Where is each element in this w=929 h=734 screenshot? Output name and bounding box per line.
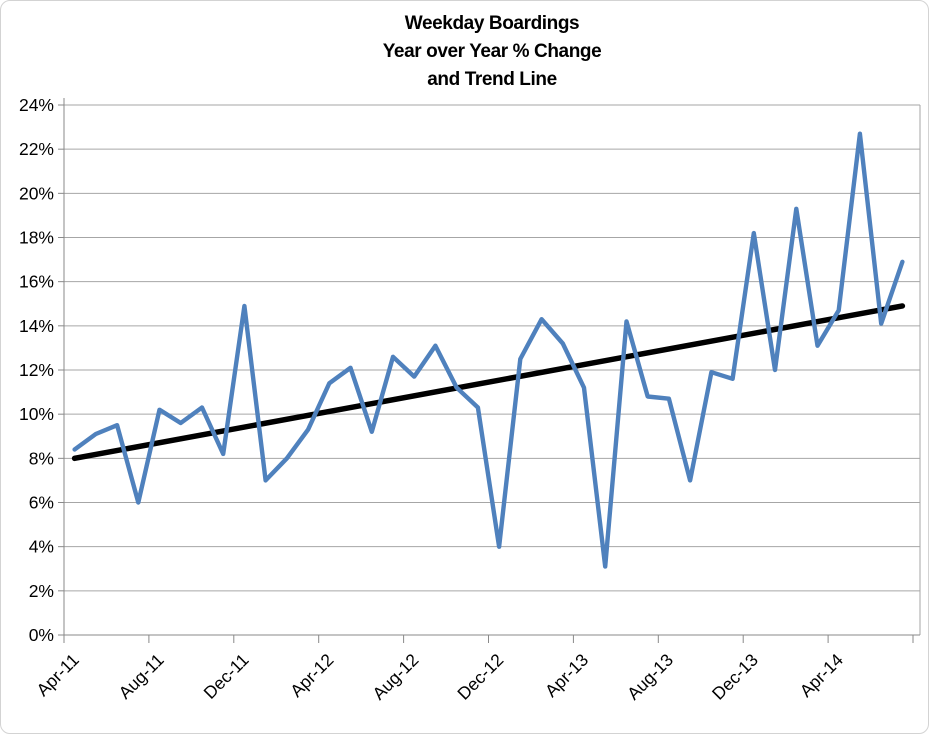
- y-axis-label: 4%: [29, 537, 54, 557]
- y-axis-label: 6%: [29, 493, 54, 513]
- x-axis-label: Aug-11: [115, 650, 168, 703]
- y-axis-label: 8%: [29, 448, 54, 468]
- x-axis-label: Apr-13: [541, 650, 592, 701]
- y-axis-label: 10%: [19, 404, 54, 424]
- x-axis-label: Dec-13: [708, 650, 762, 704]
- y-axis-label: 12%: [19, 360, 54, 380]
- x-axis-label: Aug-12: [368, 650, 422, 704]
- x-axis-label: Dec-11: [200, 650, 253, 703]
- x-axis-label: Apr-12: [286, 650, 337, 701]
- y-axis-label: 24%: [19, 95, 54, 115]
- y-axis-label: 16%: [19, 272, 54, 292]
- trend-line: [71, 303, 906, 462]
- chart-title-line-3: and Trend Line: [427, 69, 557, 90]
- y-axis-label: 18%: [19, 228, 54, 248]
- y-axis-label: 22%: [19, 139, 54, 159]
- chart-title: Weekday Boardings Year over Year % Chang…: [64, 10, 920, 94]
- chart-title-line-2: Year over Year % Change: [382, 41, 602, 62]
- data-line: [72, 131, 905, 569]
- x-axis-label: Aug-13: [623, 650, 677, 704]
- x-axis-label: Apr-14: [796, 650, 847, 701]
- y-axis-label: 20%: [19, 183, 54, 203]
- chart-title-line-1: Weekday Boardings: [404, 13, 580, 34]
- x-axis-label: Apr-11: [32, 650, 82, 700]
- x-axis-label: Dec-12: [453, 650, 507, 704]
- y-axis-label: 14%: [19, 316, 54, 336]
- y-axis-label: 2%: [29, 581, 54, 601]
- y-axis-label: 0%: [29, 625, 54, 645]
